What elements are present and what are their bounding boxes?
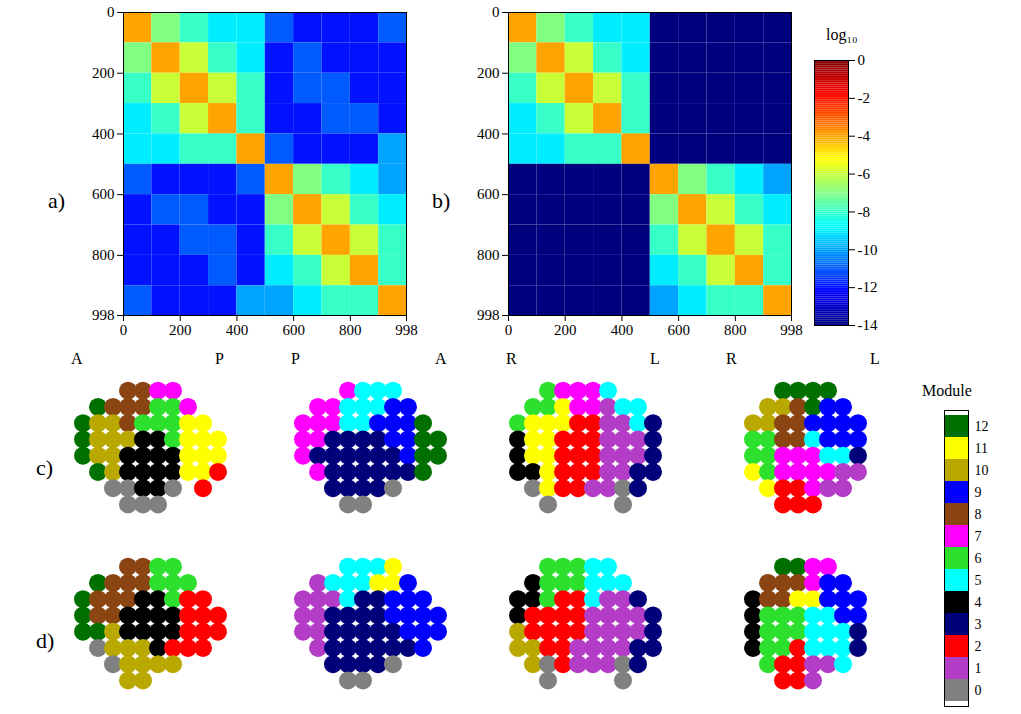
svg-text:800: 800 (477, 247, 500, 263)
svg-text:-4: -4 (858, 128, 871, 144)
svg-text:0: 0 (120, 322, 128, 338)
svg-text:200: 200 (477, 65, 500, 81)
svg-text:600: 600 (282, 322, 305, 338)
svg-text:9: 9 (975, 485, 982, 500)
svg-text:998: 998 (395, 322, 418, 338)
svg-text:10: 10 (975, 463, 989, 478)
svg-text:600: 600 (667, 322, 690, 338)
svg-text:998: 998 (780, 322, 803, 338)
svg-text:6: 6 (975, 551, 982, 566)
svg-text:5: 5 (975, 573, 982, 588)
svg-text:-6: -6 (858, 166, 871, 182)
svg-text:-12: -12 (858, 279, 878, 295)
html-text:L: L (870, 350, 880, 367)
svg-text:800: 800 (92, 247, 115, 263)
html-text:d): d) (36, 628, 55, 653)
svg-text:200: 200 (169, 322, 192, 338)
svg-text:-10: -10 (858, 242, 878, 258)
svg-text:0: 0 (858, 52, 866, 68)
html-text:a): a) (48, 188, 66, 213)
svg-text:400: 400 (92, 126, 115, 142)
html-text:R: R (506, 350, 517, 367)
svg-text:400: 400 (477, 126, 500, 142)
svg-text:8: 8 (975, 507, 982, 522)
html-text:Module: Module (922, 382, 972, 399)
html-text:P: P (215, 350, 224, 367)
svg-text:11: 11 (975, 441, 988, 456)
svg-text:12: 12 (975, 419, 989, 434)
svg-text:0: 0 (107, 4, 115, 20)
svg-text:0: 0 (492, 4, 500, 20)
svg-text:200: 200 (92, 65, 115, 81)
html-text:L: L (650, 350, 660, 367)
svg-text:998: 998 (92, 307, 115, 323)
svg-text:800: 800 (339, 322, 362, 338)
svg-text:400: 400 (226, 322, 249, 338)
svg-text:600: 600 (92, 186, 115, 202)
html-text:P: P (291, 350, 300, 367)
svg-text:4: 4 (975, 595, 982, 610)
svg-text:998: 998 (477, 307, 500, 323)
svg-text:800: 800 (724, 322, 747, 338)
html-text:log₁₀: log₁₀ (826, 26, 858, 43)
html-text:c): c) (36, 455, 54, 480)
svg-text:0: 0 (975, 683, 982, 698)
svg-text:1: 1 (975, 661, 982, 676)
svg-text:-2: -2 (858, 90, 871, 106)
svg-text:0: 0 (505, 322, 513, 338)
svg-text:200: 200 (554, 322, 577, 338)
html-text:A: A (71, 350, 83, 367)
svg-text:400: 400 (611, 322, 634, 338)
html-text:b): b) (432, 188, 451, 213)
svg-text:-8: -8 (858, 204, 871, 220)
html-text:R: R (726, 350, 737, 367)
svg-text:3: 3 (975, 617, 982, 632)
html-text:A: A (435, 350, 447, 367)
svg-text:2: 2 (975, 639, 982, 654)
svg-text:-14: -14 (858, 317, 878, 333)
svg-text:600: 600 (477, 186, 500, 202)
svg-text:7: 7 (975, 529, 982, 544)
